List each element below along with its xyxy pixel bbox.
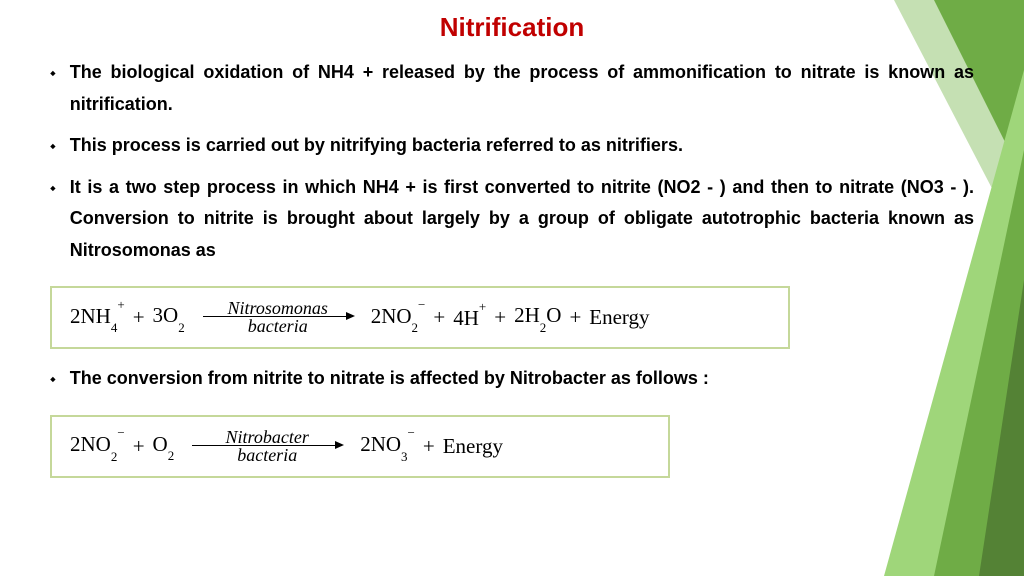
bullet-text: The biological oxidation of NH4 + releas… [70,57,974,120]
equation-box-2: 2NO2− + O2 Nitrobacter bacteria 2NO3− + … [50,415,670,478]
reaction-arrow: Nitrobacter bacteria [192,427,342,466]
bullet-2: ⬩ This process is carried out by nitrify… [50,130,974,162]
equation-1: 2NH4+ + 3O2 Nitrosomonas bacteria 2NO2− … [70,298,770,337]
bullet-marker: ⬩ [50,366,56,395]
bullet-3: ⬩ It is a two step process in which NH4 … [50,172,974,267]
bullet-1: ⬩ The biological oxidation of NH4 + rele… [50,57,974,120]
bullet-text: It is a two step process in which NH4 + … [70,172,974,267]
slide-title: Nitrification [50,12,974,43]
bullet-text: The conversion from nitrite to nitrate i… [70,363,974,395]
slide-content: Nitrification ⬩ The biological oxidation… [0,0,1024,492]
bullet-marker: ⬩ [50,60,56,120]
bullet-marker: ⬩ [50,175,56,267]
bullet-marker: ⬩ [50,133,56,162]
reaction-arrow: Nitrosomonas bacteria [203,298,353,337]
bullet-text: This process is carried out by nitrifyin… [70,130,974,162]
equation-2: 2NO2− + O2 Nitrobacter bacteria 2NO3− + … [70,427,650,466]
bullet-4: ⬩ The conversion from nitrite to nitrate… [50,363,974,395]
equation-box-1: 2NH4+ + 3O2 Nitrosomonas bacteria 2NO2− … [50,286,790,349]
